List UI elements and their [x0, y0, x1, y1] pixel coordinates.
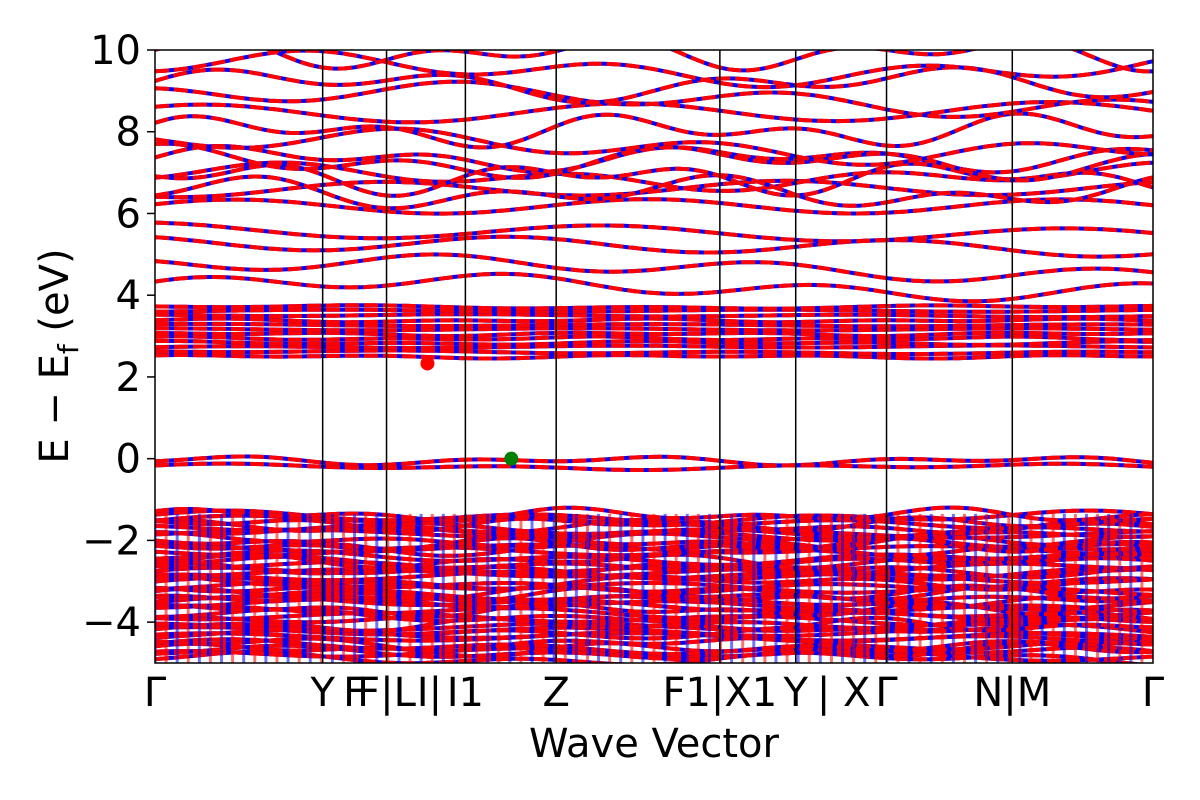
- band-line-spin-up: [155, 220, 1153, 244]
- band-line-spin-up: [155, 50, 1153, 90]
- y-tick-label: 6: [116, 191, 141, 237]
- kpoint-label: Γ: [144, 670, 167, 716]
- band-line-spin-up: [155, 197, 1153, 216]
- kpath-divider-lines: [321, 50, 1014, 663]
- band-line-spin-up: [155, 234, 1153, 259]
- band-line-spin-up: [155, 307, 1153, 314]
- kpoint-label: N|M: [973, 670, 1051, 716]
- y-tick-label: 0: [116, 437, 141, 483]
- band-line-spin-up: [155, 178, 1153, 200]
- band-line-spin-up: [155, 271, 1153, 304]
- kpoint-label: Y: [782, 670, 808, 716]
- band-line-spin-up: [155, 126, 1153, 167]
- plot-frame: [154, 49, 1154, 664]
- kpoint-label: F1|X1: [662, 670, 777, 716]
- y-tick-label: 2: [116, 355, 141, 401]
- x-axis-kpoint-labels: Γ Y FF|L I| I1 Z F1|X1 Y | X Γ N|M Γ: [144, 670, 1165, 716]
- kpoint-label: F|L: [357, 670, 416, 716]
- band-line-spin-up: [155, 321, 1153, 329]
- band-line-spin-down: [155, 234, 1153, 259]
- y-axis-title-unit: (eV): [32, 248, 78, 344]
- vbm-marker: [504, 451, 519, 466]
- band-line-spin-up: [155, 326, 1153, 333]
- svg-text:E − Ef (eV): E − Ef (eV): [32, 248, 85, 463]
- y-tick-label: −4: [82, 600, 141, 646]
- band-line-spin-up: [155, 173, 1153, 211]
- kpoint-label: Y: [309, 670, 335, 716]
- band-line-spin-up: [155, 303, 1153, 311]
- y-axis-title-subscript: f: [52, 343, 85, 354]
- y-axis-title: E − Ef (eV): [32, 248, 85, 463]
- y-tick-label: −2: [82, 518, 141, 564]
- kpoint-label: Γ: [875, 670, 898, 716]
- x-axis-title: Wave Vector: [529, 721, 780, 767]
- kpoint-label: I1: [447, 670, 484, 716]
- y-tick-label: 10: [90, 28, 141, 74]
- band-line-spin-up: [155, 339, 1153, 347]
- band-line-spin-up: [155, 454, 1153, 468]
- band-lines: [155, 50, 1153, 663]
- kpoint-label: Z: [542, 670, 569, 716]
- band-line-spin-up: [155, 79, 1153, 119]
- y-tick-label: 4: [116, 273, 141, 319]
- kpoint-label: | X: [817, 670, 871, 716]
- band-edge-markers: [420, 356, 519, 466]
- band-line-spin-up: [155, 252, 1153, 284]
- kpoint-label: Γ: [1142, 670, 1165, 716]
- band-line-spin-up: [155, 348, 1153, 356]
- y-axis-ticks: −4 −2 0 2 4 6 8 10: [82, 28, 155, 646]
- band-line-spin-up: [155, 334, 1153, 343]
- band-line-spin-up: [155, 50, 1153, 74]
- band-line-spin-up: [155, 353, 1153, 361]
- cbm-marker: [420, 356, 435, 371]
- band-line-spin-up: [155, 330, 1153, 339]
- band-line-spin-down: [155, 197, 1153, 216]
- y-axis-title-main: E − E: [32, 354, 78, 464]
- band-line-spin-down: [155, 111, 1153, 150]
- band-line-spin-up: [155, 461, 1153, 472]
- kpoint-label: F: [343, 670, 366, 716]
- y-tick-label: 8: [116, 110, 141, 156]
- band-line-spin-up: [155, 141, 1153, 183]
- band-line-spin-up: [155, 312, 1153, 320]
- band-line-spin-up: [155, 160, 1153, 193]
- band-line-spin-down: [155, 50, 1153, 74]
- band-line-spin-up: [155, 316, 1153, 325]
- kpoint-label: I|: [417, 670, 442, 716]
- band-line-spin-up: [155, 343, 1153, 350]
